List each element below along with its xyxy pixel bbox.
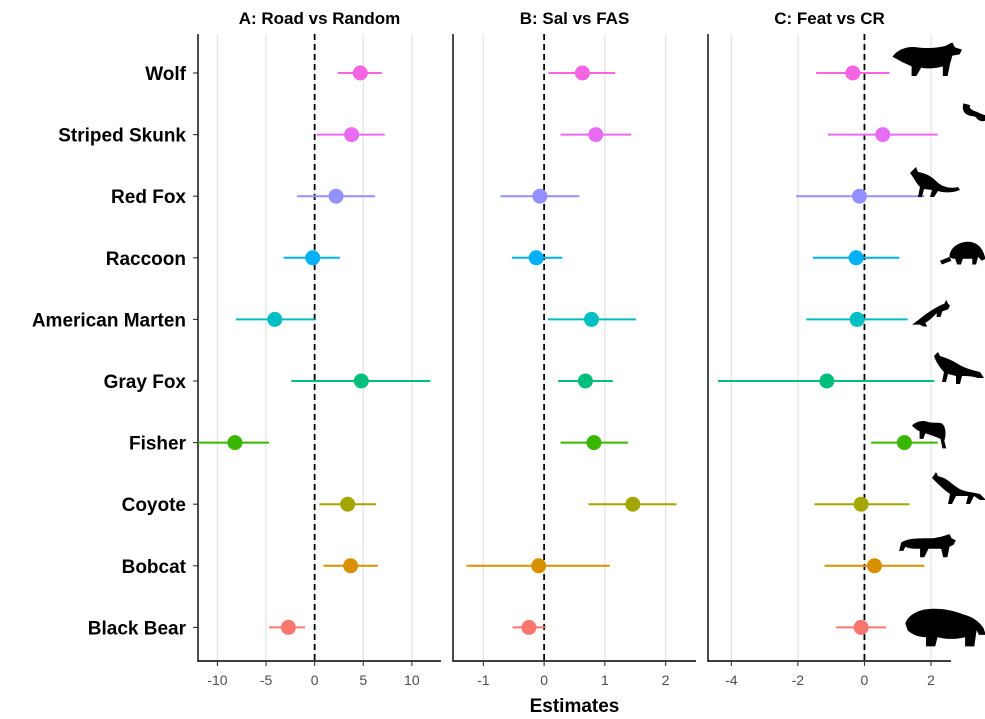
panel-b-estimate-point-bobcat [531,558,547,574]
panel-b-estimate-point-gray-fox [577,373,593,389]
panel-c-x-tick-label: 0 [861,672,869,688]
x-axis-title: Estimates [530,696,620,714]
panel-c-estimate-point-wolf [845,65,861,81]
panel-a-estimate-point-american-marten [267,311,283,327]
red-fox-icon [910,167,960,197]
panel-a-estimate-point-red-fox [328,188,344,204]
row-label-coyote: Coyote [122,495,186,516]
row-label-bobcat: Bobcat [122,557,187,578]
panel-b-estimate-point-black-bear [521,619,537,635]
raccoon-icon [940,241,985,265]
panel-a-x-tick-label: 0 [311,672,319,688]
wolf-icon [892,42,962,76]
panel-c-estimate-point-striped-skunk [875,127,891,143]
panel-b-estimate-point-red-fox [532,188,548,204]
row-label-gray-fox: Gray Fox [104,372,187,393]
panel-a-estimate-point-gray-fox [353,373,369,389]
panel-a-estimate-point-coyote [340,496,356,512]
label-layer: Wolf Striped Skunk Red Fox Raccoon American … [32,9,935,717]
gray-fox-icon [934,352,984,384]
axes-layer [193,34,951,666]
panel-a-x-tick-label: -5 [260,672,273,688]
panel-b-estimate-point-american-marten [584,311,600,327]
panel-a-estimate-point-raccoon [305,250,321,266]
icon-layer [892,42,985,647]
panel-b-estimate-point-striped-skunk [588,127,604,143]
panel-b-x-tick-label: -1 [477,672,490,688]
coyote-icon [932,472,985,504]
panel-c-estimate-point-raccoon [848,250,864,266]
panel-c-estimate-point-black-bear [853,619,869,635]
panel-c-estimate-point-american-marten [849,311,865,327]
panel-a-x-tick-label: 10 [404,672,420,688]
panel-a-x-tick-label: 5 [359,672,367,688]
panel-a-estimate-point-striped-skunk [344,127,360,143]
row-label-american-marten: American Marten [32,310,186,331]
panel-c-estimate-point-fisher [896,435,912,451]
data-layer [198,65,938,635]
panel-c-x-tick-label: -4 [725,672,738,688]
row-label-fisher: Fisher [129,434,187,455]
panel-b-estimate-point-raccoon [528,250,544,266]
panel-b-x-tick-label: 2 [662,672,670,688]
fisher-icon [912,421,947,449]
panel-b-estimate-point-wolf [574,65,590,81]
panel-b-x-tick-label: 1 [601,672,609,688]
panel-c-estimate-point-gray-fox [819,373,835,389]
panel-a-estimate-point-fisher [227,435,243,451]
panel-c-title: C: Feat vs CR [774,9,885,28]
american-marten-icon [912,299,950,327]
panel-b-title: B: Sal vs FAS [520,9,630,28]
panel-a-estimate-point-bobcat [343,558,359,574]
striped-skunk-icon [962,103,985,122]
black-bear-icon [905,608,985,647]
bobcat-icon [899,534,956,558]
row-label-red-fox: Red Fox [111,187,186,208]
panel-c-x-tick-label: -2 [792,672,805,688]
row-label-raccoon: Raccoon [106,249,186,270]
panel-c-estimate-point-bobcat [866,558,882,574]
panel-c-estimate-point-coyote [853,496,869,512]
row-label-black-bear: Black Bear [88,618,187,639]
panel-b-estimate-point-fisher [586,435,602,451]
grid-layer [216,34,932,661]
panel-a-estimate-point-black-bear [280,619,296,635]
panel-b-estimate-point-coyote [625,496,641,512]
row-label-striped-skunk: Striped Skunk [58,126,186,147]
panel-a-title: A: Road vs Random [239,9,401,28]
panel-c-x-tick-label: 2 [927,672,935,688]
panel-b-x-tick-label: 0 [540,672,548,688]
panel-a-estimate-point-wolf [352,65,368,81]
panel-a-x-tick-label: -10 [207,672,227,688]
row-label-wolf: Wolf [145,64,186,85]
panel-c-estimate-point-red-fox [851,188,867,204]
